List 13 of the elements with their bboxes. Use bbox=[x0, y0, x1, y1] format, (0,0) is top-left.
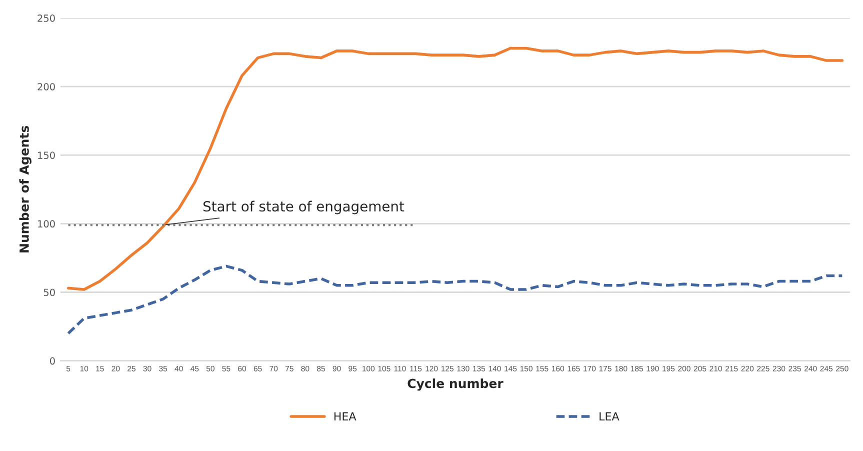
y-tick-label: 0 bbox=[50, 357, 55, 365]
line-series bbox=[66, 264, 844, 335]
annotation: Start of state of engagement bbox=[203, 200, 404, 214]
legend-label: HEA bbox=[334, 412, 356, 420]
y-axis-title: Number of Agents bbox=[19, 126, 32, 252]
x-axis-title: Cycle number bbox=[408, 378, 504, 391]
line-series bbox=[66, 46, 844, 291]
y-tick-label: 250 bbox=[38, 14, 55, 22]
y-tick-label: 200 bbox=[38, 83, 55, 90]
legend-label: LEA bbox=[600, 412, 620, 420]
y-tick-label: 50 bbox=[44, 288, 55, 296]
y-tick-label: 150 bbox=[38, 152, 55, 159]
y-tick-label: 100 bbox=[38, 220, 55, 228]
